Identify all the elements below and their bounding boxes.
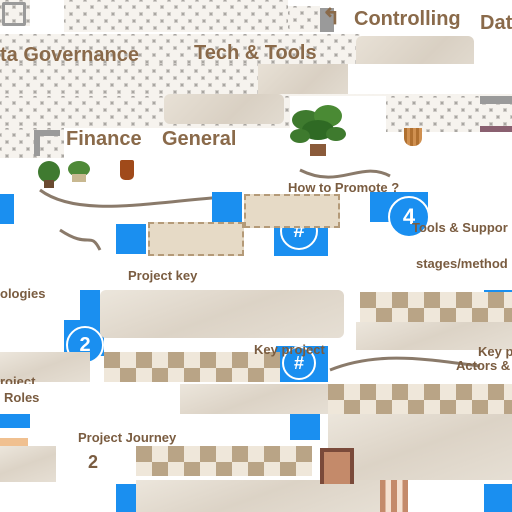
link-key-project[interactable]: Key project xyxy=(254,342,325,357)
diamond-rug-4 xyxy=(136,446,312,476)
basket-icon xyxy=(404,128,422,146)
link-how-to-promote[interactable]: How to Promote ? xyxy=(288,180,399,195)
plaster-panel-7 xyxy=(136,480,380,512)
link-actors[interactable]: Actors & xyxy=(456,358,510,373)
section-data-governance[interactable]: ta Governance xyxy=(0,44,139,67)
blue-tile-1 xyxy=(0,194,14,224)
wood-post xyxy=(320,448,354,484)
monstera-plant-icon xyxy=(288,100,348,158)
section-finance[interactable]: Finance xyxy=(66,128,142,151)
blue-tile-2 xyxy=(212,192,242,222)
diamond-rug-3 xyxy=(328,384,512,414)
blue-tile-10 xyxy=(116,484,136,512)
link-project-key[interactable]: Project key xyxy=(128,268,197,283)
linen-panel-mid xyxy=(258,64,348,94)
floor-tile-top-mid xyxy=(64,0,288,32)
white-block xyxy=(348,64,512,94)
plaster-panel-4 xyxy=(180,384,330,414)
section-general[interactable]: General xyxy=(162,128,236,151)
maroon-bar xyxy=(480,126,512,132)
journey-step-number: 2 xyxy=(88,452,98,473)
diamond-rug-1 xyxy=(360,292,512,322)
blue-tile-6 xyxy=(80,290,100,320)
linen-panel-mid-2 xyxy=(164,94,284,124)
plaster-panel-6 xyxy=(0,446,56,482)
link-project-journey[interactable]: Project Journey xyxy=(78,430,176,445)
link-key-p[interactable]: Key p xyxy=(478,344,512,359)
blue-tile-11 xyxy=(290,412,320,440)
wood-stripe xyxy=(380,480,408,512)
grey-bar-4 xyxy=(34,130,60,156)
grey-frame-icon xyxy=(2,2,26,26)
plaster-panel-1 xyxy=(100,290,344,338)
section-tech-tools[interactable]: Tech & Tools xyxy=(194,42,317,65)
wood-strip-left xyxy=(0,438,28,446)
section-data[interactable]: Dat xyxy=(480,12,512,35)
blue-tile-5 xyxy=(116,224,146,254)
link-methodologies[interactable]: ologies xyxy=(0,286,46,301)
woven-rug-1 xyxy=(244,194,340,228)
section-controlling[interactable]: Controlling xyxy=(354,8,461,31)
link-roles[interactable]: Roles xyxy=(4,390,39,405)
back-arrow-icon[interactable]: ↰ xyxy=(322,4,340,30)
link-stages-methods[interactable]: stages/method xyxy=(416,256,508,271)
woven-rug-2 xyxy=(148,222,244,256)
plaster-panel-5 xyxy=(328,414,512,480)
link-tools-support[interactable]: Tools & Suppor xyxy=(412,220,508,235)
grey-bar-3 xyxy=(480,96,512,104)
blue-tile-12 xyxy=(484,484,512,512)
floor-tile-top-right xyxy=(288,6,320,32)
